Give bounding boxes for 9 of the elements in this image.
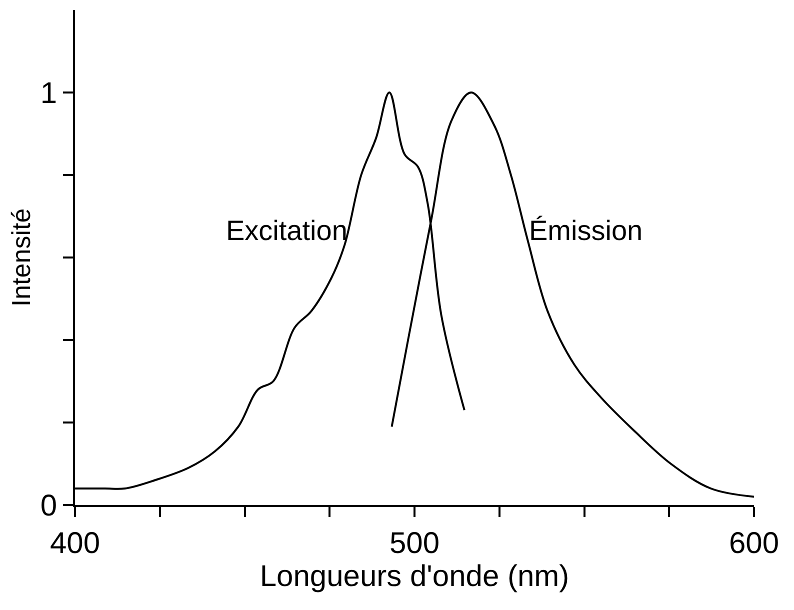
y-tick-label: 1 <box>40 77 57 110</box>
x-tick-label: 600 <box>728 527 780 560</box>
x-tick-label: 500 <box>389 527 440 560</box>
y-tick-label: 0 <box>40 490 57 522</box>
series-label: Excitation <box>226 215 348 246</box>
y-axis-title: Intensité <box>6 208 36 307</box>
series-label: Émission <box>529 215 643 246</box>
x-axis-title: Longueurs d'onde (nm) <box>260 560 570 593</box>
x-tick-label: 400 <box>50 527 100 560</box>
